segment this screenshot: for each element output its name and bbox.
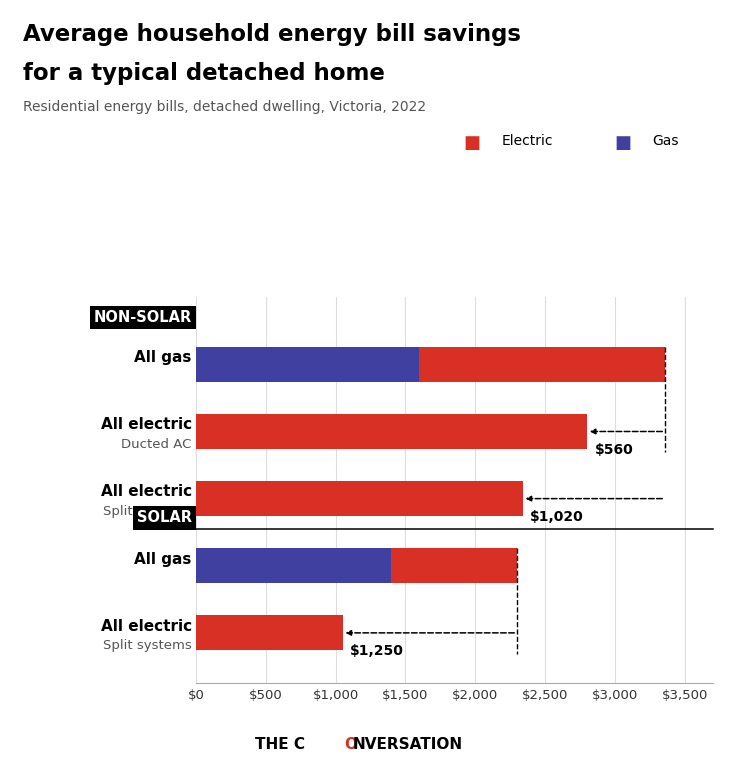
Text: Electric: Electric: [501, 134, 553, 148]
Bar: [196, 347, 419, 382]
Text: $1,020: $1,020: [530, 510, 584, 524]
Text: NVERSATION: NVERSATION: [353, 737, 463, 752]
Text: SOLAR: SOLAR: [137, 510, 192, 526]
Text: Split systems: Split systems: [103, 639, 192, 652]
Text: $1,250: $1,250: [351, 645, 404, 659]
Text: Average household energy bill savings: Average household energy bill savings: [23, 23, 520, 46]
Text: Residential energy bills, detached dwelling, Victoria, 2022: Residential energy bills, detached dwell…: [23, 100, 426, 114]
Text: NON-SOLAR: NON-SOLAR: [93, 310, 192, 325]
Text: All electric: All electric: [101, 618, 192, 634]
Bar: [196, 615, 342, 650]
Text: All electric: All electric: [101, 418, 192, 432]
Text: for a typical detached home: for a typical detached home: [23, 62, 385, 85]
Bar: [391, 548, 517, 583]
Text: All electric: All electric: [101, 484, 192, 499]
Bar: [419, 347, 665, 382]
Text: ■: ■: [615, 134, 632, 152]
Text: Ducted AC: Ducted AC: [121, 438, 192, 451]
Bar: [196, 414, 587, 449]
Bar: [196, 481, 523, 516]
Text: All gas: All gas: [134, 551, 192, 567]
Text: $560: $560: [595, 443, 633, 457]
Text: THE C: THE C: [255, 737, 305, 752]
Text: Split systems: Split systems: [103, 505, 192, 518]
Text: ■: ■: [464, 134, 481, 152]
Text: Gas: Gas: [652, 134, 679, 148]
Text: All gas: All gas: [134, 350, 192, 365]
Text: O: O: [344, 737, 357, 752]
Bar: [196, 548, 391, 583]
